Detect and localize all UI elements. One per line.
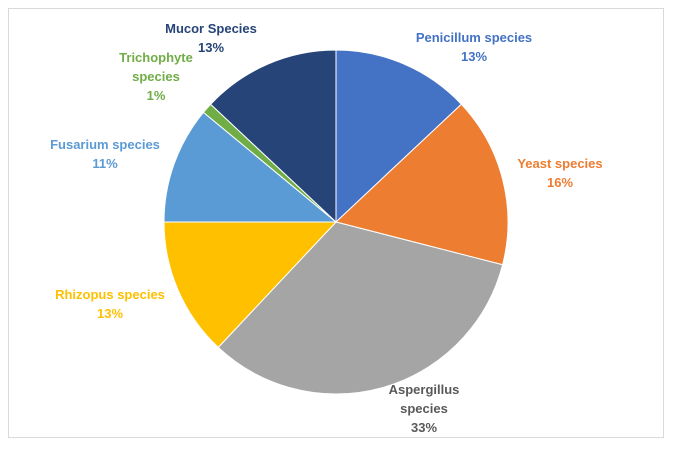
pie-slice-yeast-species	[334, 103, 509, 266]
pie-slice-mucor-species	[209, 49, 337, 224]
pie-slice-aspergillus-species	[217, 221, 504, 395]
pie-slice-rhizopus-species	[163, 221, 338, 349]
data-label-yeast-species: Yeast species 16%	[517, 156, 602, 190]
data-label-mucor-species: Mucor Species 13%	[165, 21, 257, 55]
pie-slice-penicillum-species	[335, 49, 463, 224]
data-label-trichophyte-species: Trichophyte species 1%	[119, 50, 193, 103]
data-label-penicillum-species: Penicillum species 13%	[416, 30, 532, 64]
data-label-fusarium-species: Fusarium species 11%	[50, 137, 160, 171]
data-label-rhizopus-species: Rhizopus species 13%	[55, 287, 165, 321]
data-label-aspergillus-species: Aspergillus species 33%	[389, 382, 460, 435]
pie-slice-fusarium-species	[163, 111, 338, 223]
